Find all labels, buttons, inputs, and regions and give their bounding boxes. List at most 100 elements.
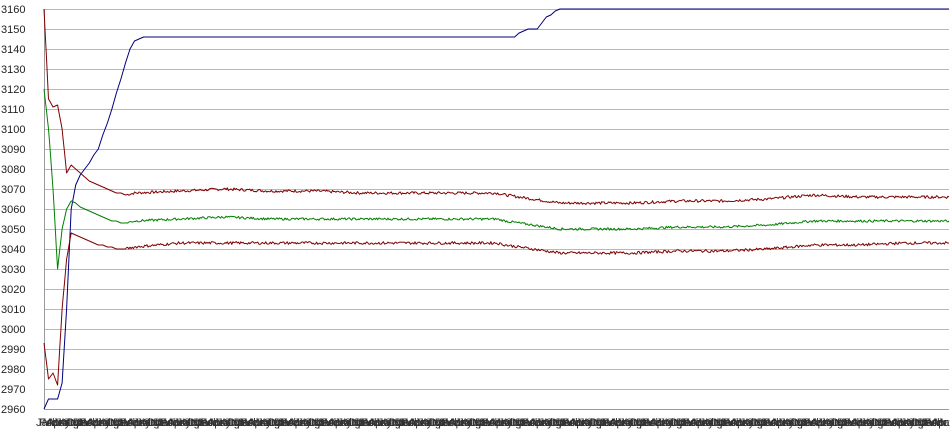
x-tick-label: Nov xyxy=(311,417,331,429)
x-tick-label: Feb xyxy=(160,417,179,429)
x-tick-label: Nov xyxy=(874,417,894,429)
x-axis-tick-labels: JanFebMarAprMayJunJulAugSepOctNovDecJanF… xyxy=(36,417,950,429)
x-tick-label: Oct xyxy=(106,417,123,429)
x-tick-label: Sep xyxy=(545,417,565,429)
x-tick-label: Apr xyxy=(368,417,385,429)
x-tick-label: Jan xyxy=(760,417,778,429)
x-tick-label: Sep xyxy=(264,417,284,429)
x-tick-label: Dec xyxy=(234,417,254,429)
x-tick-label: Apr xyxy=(489,417,506,429)
x-tick-label: May xyxy=(733,417,754,429)
x-tick-label: Jun xyxy=(455,417,473,429)
y-tick-label: 3160 xyxy=(1,4,25,16)
x-tick-label: Feb xyxy=(240,417,259,429)
x-tick-label: Jul xyxy=(418,417,432,429)
x-tick-label: Oct xyxy=(348,417,365,429)
x-tick-label: Jul xyxy=(338,417,352,429)
x-tick-label: Aug xyxy=(502,417,522,429)
x-tick-label: Mar xyxy=(43,417,62,429)
x-tick-label: Aug xyxy=(864,417,884,429)
x-tick-label: Mar xyxy=(284,417,303,429)
x-tick-label: Apr xyxy=(569,417,586,429)
x-tick-label: Feb xyxy=(602,417,621,429)
series-lines xyxy=(43,8,950,410)
x-tick-label: Dec xyxy=(556,417,576,429)
x-tick-label: Oct xyxy=(670,417,687,429)
x-tick-label: Apr xyxy=(649,417,666,429)
x-tick-label: Feb xyxy=(522,417,541,429)
x-tick-label: Dec xyxy=(596,417,616,429)
x-tick-label: Apr xyxy=(609,417,626,429)
x-tick-label: Dec xyxy=(435,417,455,429)
y-tick-label: 3150 xyxy=(1,24,25,36)
x-tick-label: Dec xyxy=(837,417,857,429)
x-tick-label: Aug xyxy=(341,417,361,429)
x-tick-label: Apr xyxy=(127,417,144,429)
x-tick-label: Mar xyxy=(405,417,424,429)
y-axis-tick-labels: 3160 3150 3140 3130 3120 3110 3100 3090 3080 3070… xyxy=(1,4,25,416)
x-tick-label: Nov xyxy=(673,417,693,429)
x-tick-label: Nov xyxy=(271,417,291,429)
x-tick-label: Mar xyxy=(847,417,866,429)
x-tick-label: Jul xyxy=(177,417,191,429)
x-tick-label: Jan xyxy=(680,417,698,429)
x-tick-label: Oct xyxy=(187,417,204,429)
x-tick-label: Jun xyxy=(133,417,151,429)
x-tick-label: Sep xyxy=(505,417,525,429)
x-tick-label: Oct xyxy=(388,417,405,429)
x-tick-label: Apr xyxy=(86,417,103,429)
x-tick-label: Sep xyxy=(787,417,807,429)
x-tick-label: May xyxy=(894,417,915,429)
x-tick-label: May xyxy=(210,417,231,429)
x-tick-label: Dec xyxy=(877,417,897,429)
x-tick-label: Aug xyxy=(783,417,803,429)
x-tick-label: Oct xyxy=(871,417,888,429)
x-tick-label: Jun xyxy=(535,417,553,429)
x-tick-label: Apr xyxy=(207,417,224,429)
x-tick-label: Aug xyxy=(623,417,643,429)
y-tick-label: 3050 xyxy=(1,224,25,236)
x-tick-label: Dec xyxy=(918,417,938,429)
x-tick-label: Sep xyxy=(867,417,887,429)
x-tick-label: Sep xyxy=(666,417,686,429)
x-tick-label: Aug xyxy=(542,417,562,429)
y-tick-label: 3100 xyxy=(1,124,25,136)
y-tick-label: 2990 xyxy=(1,344,25,356)
x-tick-label: Oct xyxy=(468,417,485,429)
x-tick-label: Dec xyxy=(515,417,535,429)
y-tick-label: 3010 xyxy=(1,304,25,316)
x-tick-label: Jun xyxy=(737,417,755,429)
x-tick-label: Sep xyxy=(425,417,445,429)
x-tick-label: Apr xyxy=(851,417,868,429)
x-tick-label: May xyxy=(492,417,513,429)
x-tick-label: Aug xyxy=(703,417,723,429)
series-line-3 xyxy=(43,88,950,270)
x-tick-label: Jan xyxy=(398,417,416,429)
x-tick-label: Nov xyxy=(230,417,250,429)
x-tick-label: Feb xyxy=(401,417,420,429)
x-tick-label: Jul xyxy=(780,417,794,429)
x-tick-label: Jul xyxy=(619,417,633,429)
x-tick-label: Sep xyxy=(706,417,726,429)
y-tick-label: 2980 xyxy=(1,364,25,376)
y-tick-label: 2970 xyxy=(1,384,25,396)
y-tick-label: 2960 xyxy=(1,404,25,416)
x-tick-label: Nov xyxy=(70,417,90,429)
x-tick-label: Mar xyxy=(244,417,263,429)
x-tick-label: Nov xyxy=(472,417,492,429)
x-tick-label: Feb xyxy=(281,417,300,429)
x-tick-label: Mar xyxy=(606,417,625,429)
x-tick-label: Jun xyxy=(334,417,352,429)
x-tick-label: Jun xyxy=(93,417,111,429)
y-tick-label: 3060 xyxy=(1,204,25,216)
x-tick-label: Nov xyxy=(552,417,572,429)
x-tick-label: Apr xyxy=(931,417,948,429)
x-tick-label: Mar xyxy=(485,417,504,429)
x-tick-label: Apr xyxy=(529,417,546,429)
x-tick-label: Jun xyxy=(53,417,71,429)
x-tick-label: Aug xyxy=(743,417,763,429)
y-tick-label: 3040 xyxy=(1,244,25,256)
x-tick-label: Jul xyxy=(499,417,513,429)
x-tick-label: Mar xyxy=(686,417,705,429)
